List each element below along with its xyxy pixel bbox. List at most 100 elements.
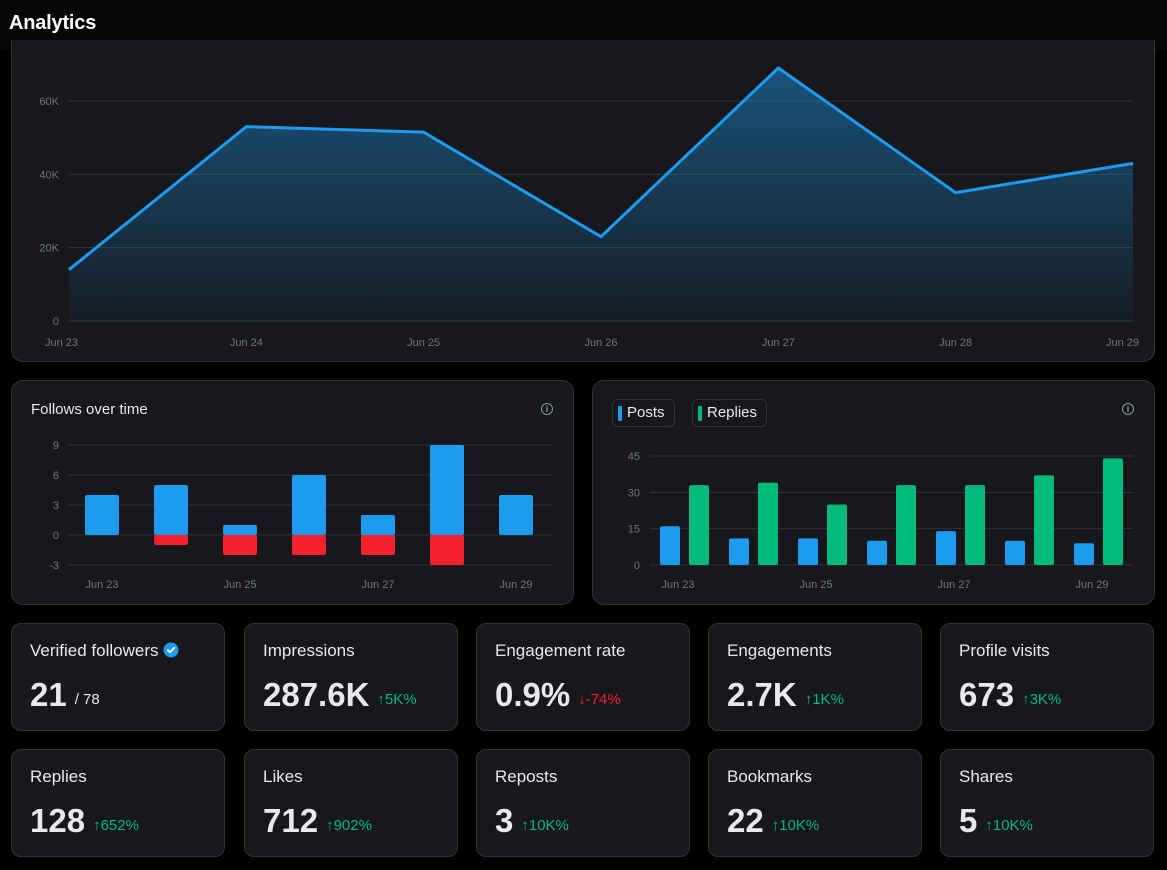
follows-bar bbox=[223, 525, 257, 535]
card-change: ↑902% bbox=[326, 817, 372, 834]
x-tick-label: Jun 25 bbox=[223, 579, 256, 591]
legend-replies[interactable]: Replies bbox=[692, 399, 768, 427]
x-tick-label: Jun 25 bbox=[799, 579, 832, 591]
card-label: Engagement rate bbox=[495, 641, 626, 660]
follows-bar bbox=[85, 495, 119, 535]
card-label: Engagements bbox=[727, 641, 832, 660]
replies-bar bbox=[758, 482, 778, 565]
replies-swatch bbox=[698, 406, 702, 421]
card-change: ↑5K% bbox=[377, 691, 417, 708]
y-tick-label: 60K bbox=[39, 96, 59, 108]
x-tick-label: Jun 23 bbox=[85, 579, 118, 591]
posts-bar bbox=[1074, 543, 1094, 565]
card-value: 5 ↑10K% bbox=[959, 802, 1033, 839]
card-label: Shares bbox=[959, 767, 1013, 786]
posts-replies-bar-chart[interactable]: 45 30 15 0 Jun 23 Jun 25 Jun 27 Jun 29 bbox=[593, 381, 1156, 606]
card-value: 3 ↑10K% bbox=[495, 802, 569, 839]
posts-swatch bbox=[618, 406, 622, 421]
card-reposts[interactable]: Reposts 3 ↑10K% bbox=[476, 749, 690, 857]
follows-bar bbox=[292, 475, 326, 535]
y-tick-label: 0 bbox=[53, 316, 59, 328]
y-tick-label: 15 bbox=[628, 524, 640, 536]
follows-chart-title: Follows over time bbox=[31, 401, 148, 418]
card-label: Impressions bbox=[263, 641, 355, 660]
x-tick-label: Jun 29 bbox=[499, 579, 532, 591]
impressions-area bbox=[69, 68, 1133, 321]
replies-bar bbox=[1103, 458, 1123, 565]
card-label: Profile visits bbox=[959, 641, 1050, 660]
y-tick-label: -3 bbox=[49, 560, 59, 572]
legend-replies-label: Replies bbox=[707, 404, 758, 421]
posts-bar bbox=[1005, 540, 1025, 565]
posts-bar bbox=[936, 531, 956, 565]
y-tick-label: 6 bbox=[53, 470, 59, 482]
follows-bar bbox=[499, 495, 533, 535]
card-bookmarks[interactable]: Bookmarks 22 ↑10K% bbox=[708, 749, 922, 857]
y-tick-label: 30 bbox=[628, 487, 640, 499]
x-tick-label: Jun 26 bbox=[584, 337, 617, 349]
follows-bar bbox=[361, 515, 395, 535]
card-impressions[interactable]: Impressions 287.6K ↑5K% bbox=[244, 623, 458, 731]
posts-chart-panel: Posts Replies i 45 30 15 0 Jun 23 Jun 25 Jun 2… bbox=[592, 380, 1155, 605]
x-tick-label: Jun 27 bbox=[361, 579, 394, 591]
info-icon[interactable]: i bbox=[541, 403, 553, 415]
card-value: 2.7K ↑1K% bbox=[727, 676, 844, 713]
card-change: ↓-74% bbox=[578, 691, 621, 708]
card-verified-followers[interactable]: Verified followers 21/ 78 bbox=[11, 623, 225, 731]
replies-bar bbox=[827, 504, 847, 565]
follows-bar bbox=[154, 485, 188, 535]
follows-bar bbox=[430, 445, 464, 535]
info-icon[interactable]: i bbox=[1122, 403, 1134, 415]
x-tick-label: Jun 24 bbox=[230, 337, 263, 349]
replies-bar bbox=[965, 485, 985, 565]
y-tick-label: 20K bbox=[39, 243, 59, 255]
card-profile-visits[interactable]: Profile visits 673 ↑3K% bbox=[940, 623, 1154, 731]
card-shares[interactable]: Shares 5 ↑10K% bbox=[940, 749, 1154, 857]
card-value: 0.9% ↓-74% bbox=[495, 676, 621, 713]
card-change: ↑3K% bbox=[1022, 691, 1062, 708]
card-value: 673 ↑3K% bbox=[959, 676, 1062, 713]
card-change: ↑10K% bbox=[985, 817, 1033, 834]
replies-bar bbox=[689, 485, 709, 565]
x-tick-label: Jun 25 bbox=[407, 337, 440, 349]
follows-chart-panel: Follows over time i 9 6 3 0 -3 Jun 23 Jun 25 Ju… bbox=[11, 380, 574, 605]
y-tick-label: 45 bbox=[628, 451, 640, 463]
card-likes[interactable]: Likes 712 ↑902% bbox=[244, 749, 458, 857]
follows-bar-chart[interactable]: 9 6 3 0 -3 Jun 23 Jun 25 Jun 27 Jun 29 bbox=[12, 381, 575, 606]
unfollows-bar bbox=[223, 535, 257, 555]
card-value: 712 ↑902% bbox=[263, 802, 372, 839]
y-tick-label: 9 bbox=[53, 440, 59, 452]
unfollows-bar bbox=[430, 535, 464, 565]
card-value: 128 ↑652% bbox=[30, 802, 139, 839]
legend-posts-label: Posts bbox=[627, 404, 665, 421]
replies-bar bbox=[1034, 475, 1054, 565]
posts-bar bbox=[729, 538, 749, 565]
unfollows-bar bbox=[361, 535, 395, 555]
impressions-area-chart[interactable]: 0 20K 40K 60K Jun 23 Jun 24 Jun 25 Jun 26 Jun 27… bbox=[12, 40, 1156, 362]
card-change: ↑652% bbox=[93, 817, 139, 834]
card-engagement-rate[interactable]: Engagement rate 0.9% ↓-74% bbox=[476, 623, 690, 731]
card-value: 287.6K ↑5K% bbox=[263, 676, 417, 713]
unfollows-bar bbox=[292, 535, 326, 555]
x-tick-label: Jun 29 bbox=[1106, 337, 1139, 349]
unfollows-bar bbox=[154, 535, 188, 545]
card-label: Bookmarks bbox=[727, 767, 813, 786]
replies-bar bbox=[896, 485, 916, 565]
card-change: ↑10K% bbox=[521, 817, 569, 834]
x-tick-label: Jun 23 bbox=[661, 579, 694, 591]
card-engagements[interactable]: Engagements 2.7K ↑1K% bbox=[708, 623, 922, 731]
card-change: ↑1K% bbox=[804, 691, 844, 708]
card-label: Replies bbox=[30, 767, 87, 786]
page-title: Analytics bbox=[9, 12, 97, 34]
card-replies[interactable]: Replies 128 ↑652% bbox=[11, 749, 225, 857]
card-value: 21/ 78 bbox=[30, 676, 100, 713]
x-tick-label: Jun 27 bbox=[937, 579, 970, 591]
impressions-chart-panel: 0 20K 40K 60K Jun 23 Jun 24 Jun 25 Jun 26 Jun 27… bbox=[11, 40, 1155, 362]
card-total: / 78 bbox=[74, 691, 100, 708]
posts-bar bbox=[867, 540, 887, 565]
legend-posts[interactable]: Posts bbox=[612, 399, 675, 427]
card-label: Verified followers bbox=[30, 641, 179, 661]
x-tick-label: Jun 23 bbox=[45, 337, 78, 349]
y-tick-label: 40K bbox=[39, 169, 59, 181]
x-tick-label: Jun 29 bbox=[1075, 579, 1108, 591]
